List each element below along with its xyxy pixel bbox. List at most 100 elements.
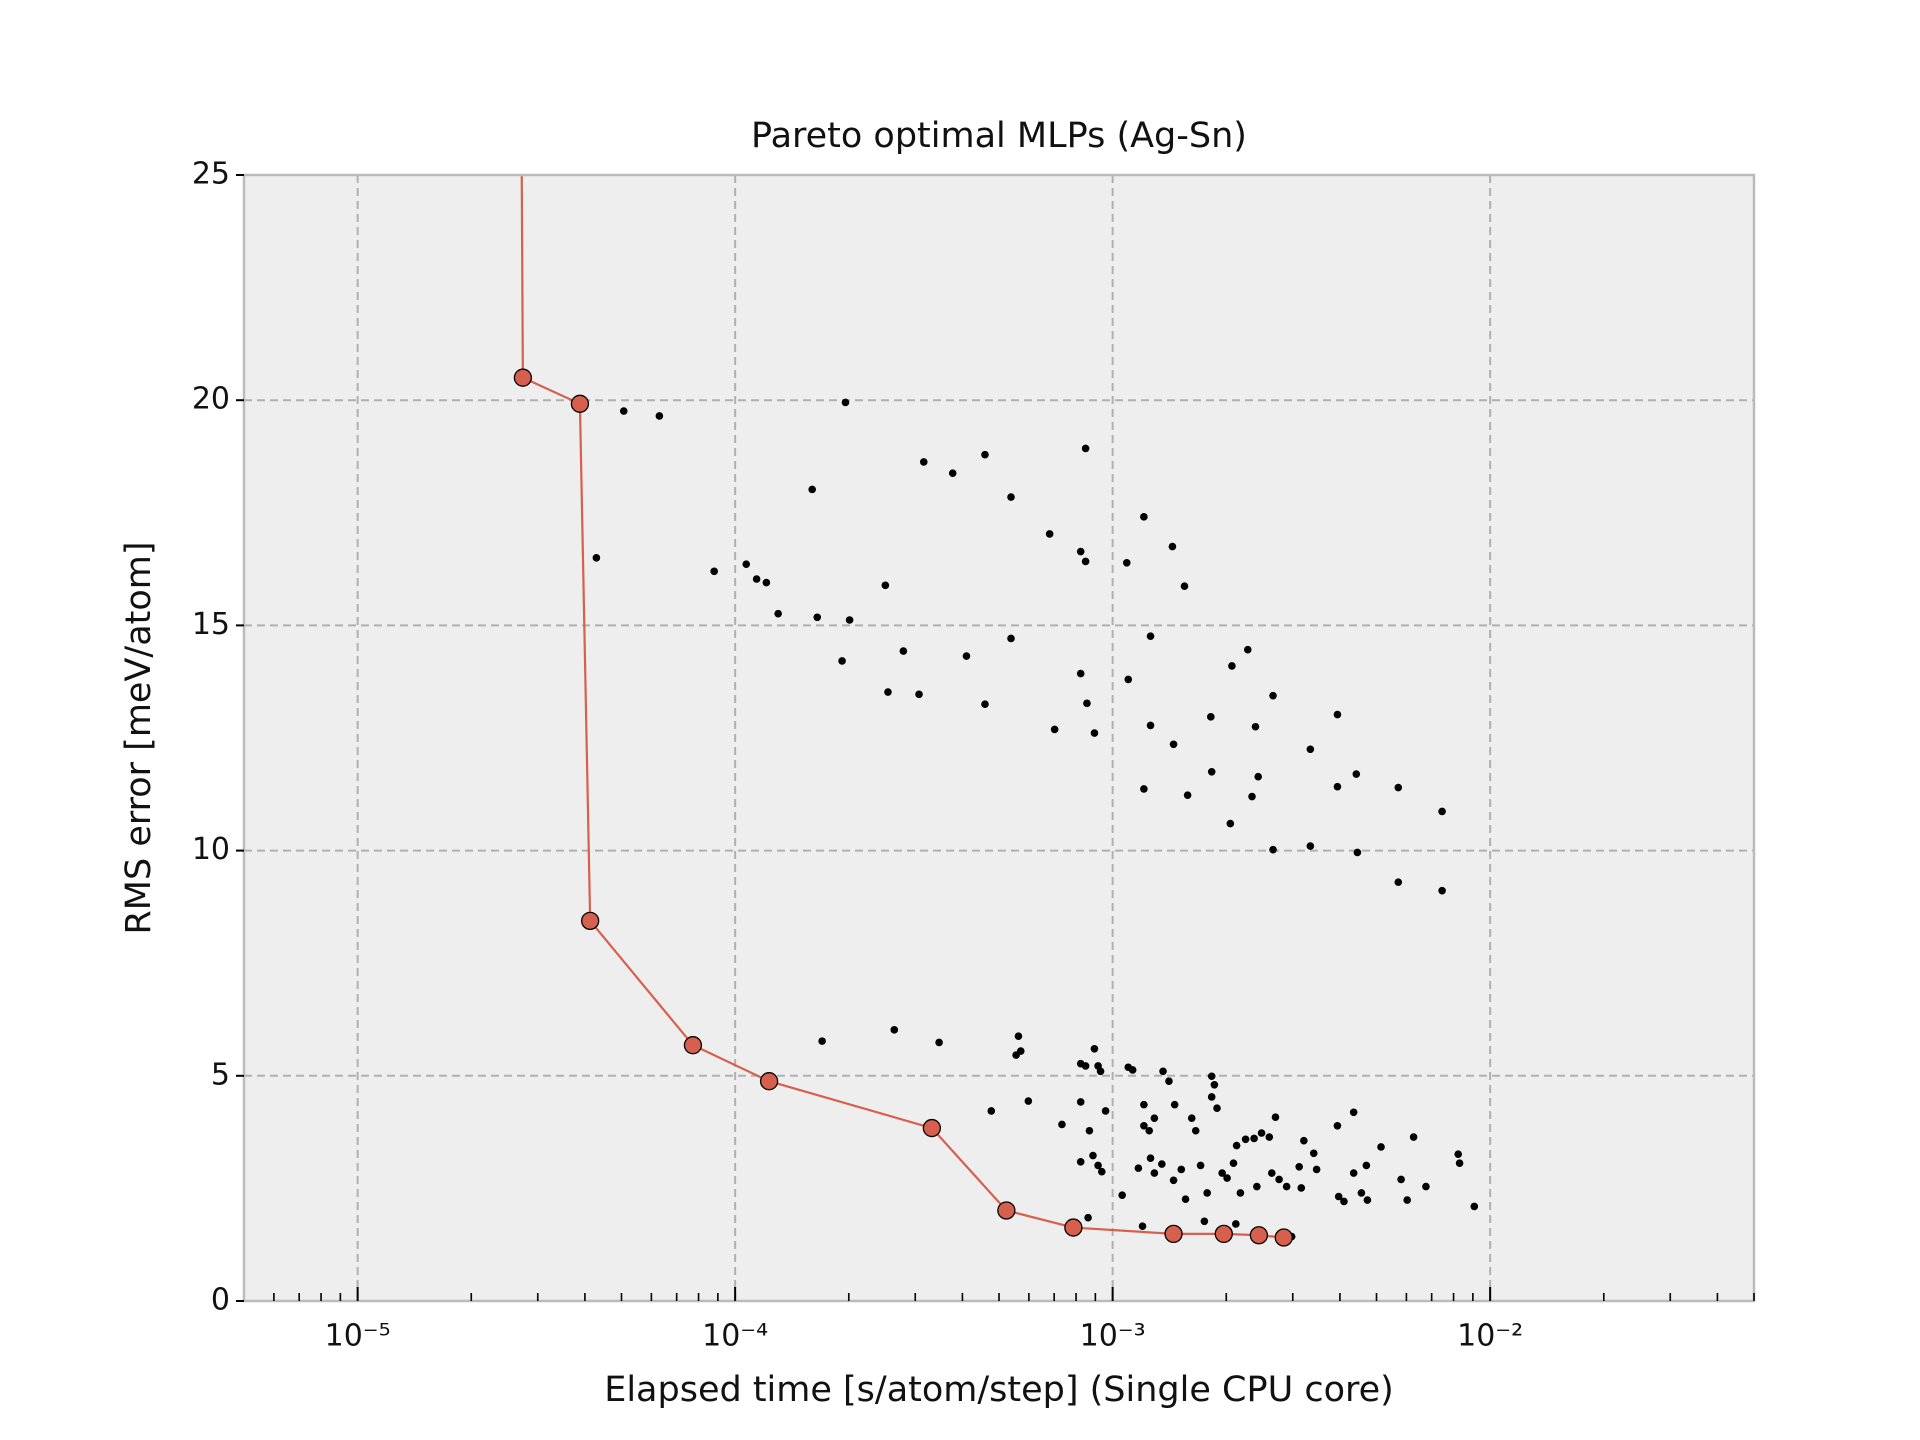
pareto-point bbox=[570, 394, 590, 413]
scatter-point bbox=[1180, 582, 1189, 591]
scatter-point bbox=[1306, 745, 1315, 754]
scatter-point bbox=[1076, 547, 1085, 556]
pareto-point bbox=[1214, 1224, 1233, 1244]
scatter-point bbox=[838, 657, 846, 665]
scatter-point bbox=[1243, 645, 1252, 654]
chart-title: Pareto optimal MLPs (Ag-Sn) bbox=[751, 116, 1247, 156]
scatter-point bbox=[841, 398, 850, 407]
scatter-point bbox=[813, 613, 822, 622]
scatter-point bbox=[1150, 1114, 1159, 1122]
scatter-point bbox=[1146, 721, 1155, 730]
scatter-point bbox=[1251, 722, 1260, 731]
scatter-point bbox=[592, 554, 601, 562]
scatter-point bbox=[1140, 513, 1148, 521]
y-tick-label: 10 bbox=[192, 832, 230, 867]
plot-area bbox=[244, 175, 1754, 1301]
scatter-point bbox=[1181, 1195, 1190, 1204]
scatter-point bbox=[919, 458, 928, 466]
scatter-point bbox=[1455, 1159, 1464, 1167]
scatter-point bbox=[948, 469, 957, 477]
pareto-point bbox=[1064, 1218, 1083, 1237]
scatter-point bbox=[899, 647, 908, 655]
pareto-point bbox=[1249, 1226, 1269, 1245]
scatter-point bbox=[1024, 1097, 1033, 1105]
scatter-point bbox=[1096, 1067, 1105, 1076]
scatter-point bbox=[1090, 729, 1099, 737]
scatter-point bbox=[1470, 1202, 1479, 1211]
scatter-point bbox=[1334, 1192, 1343, 1201]
scatter-point bbox=[1349, 1108, 1358, 1117]
scatter-point bbox=[1269, 845, 1277, 854]
scatter-point bbox=[1271, 1113, 1280, 1122]
scatter-point bbox=[1438, 886, 1446, 895]
scatter-point bbox=[1128, 1066, 1137, 1074]
scatter-point bbox=[1306, 842, 1315, 850]
scatter-point bbox=[1134, 1164, 1143, 1172]
scatter-point bbox=[1076, 669, 1085, 678]
scatter-point bbox=[1394, 878, 1403, 886]
scatter-point bbox=[1409, 1133, 1418, 1141]
scatter-point bbox=[1081, 557, 1090, 566]
scatter-point bbox=[1333, 782, 1342, 791]
y-axis-label: RMS error [meV/atom] bbox=[119, 541, 159, 934]
pareto-point bbox=[1164, 1224, 1183, 1244]
axes: 0 5 10 15 20 25 10⁻⁵ 10⁻⁴ 10⁻³ 10⁻² bbox=[192, 157, 1755, 1354]
x-tick-label: 10⁻⁵ bbox=[325, 1319, 391, 1354]
scatter-point bbox=[1300, 1136, 1308, 1145]
scatter-point bbox=[1169, 1176, 1178, 1185]
scatter-point bbox=[1362, 1161, 1371, 1170]
scatter-point bbox=[1159, 1067, 1167, 1076]
scatter-point bbox=[935, 1038, 943, 1047]
scatter-point bbox=[1228, 662, 1236, 670]
scatter-point bbox=[1297, 1184, 1306, 1192]
scatter-point bbox=[1232, 1141, 1241, 1150]
scatter-point bbox=[818, 1037, 826, 1045]
scatter-point bbox=[1210, 1081, 1219, 1089]
scatter-point bbox=[915, 690, 923, 699]
scatter-point bbox=[1145, 1126, 1154, 1135]
x-tick-label: 10⁻³ bbox=[1080, 1319, 1146, 1354]
scatter-point bbox=[1177, 1165, 1186, 1174]
scatter-point bbox=[1158, 1160, 1166, 1168]
y-tick-label: 20 bbox=[192, 382, 230, 417]
scatter-point bbox=[1138, 1222, 1147, 1231]
pareto-point bbox=[513, 368, 533, 387]
scatter-point bbox=[1223, 1174, 1231, 1182]
scatter-point bbox=[1207, 767, 1216, 776]
y-tick-label: 5 bbox=[211, 1057, 230, 1092]
x-axis-label: Elapsed time [s/atom/step] (Single CPU c… bbox=[604, 1370, 1394, 1410]
scatter-point bbox=[1090, 1044, 1099, 1053]
scatter-point bbox=[845, 616, 854, 624]
pareto-point bbox=[581, 911, 600, 931]
y-tick-label: 15 bbox=[192, 607, 230, 642]
scatter-point bbox=[1207, 713, 1215, 721]
y-tick-label: 0 bbox=[211, 1283, 230, 1318]
scatter-point bbox=[1269, 691, 1277, 700]
scatter-point bbox=[1213, 1104, 1221, 1113]
scatter-point bbox=[981, 450, 989, 459]
scatter-point bbox=[1097, 1167, 1106, 1176]
scatter-point bbox=[1191, 1126, 1200, 1135]
scatter-point bbox=[1014, 1032, 1023, 1040]
scatter-point bbox=[1422, 1182, 1430, 1191]
scatter-point bbox=[962, 652, 971, 660]
scatter-point bbox=[987, 1107, 996, 1115]
scatter-point bbox=[1403, 1196, 1412, 1204]
scatter-point bbox=[742, 560, 751, 568]
x-tick-label: 10⁻⁴ bbox=[702, 1319, 768, 1354]
scatter-point bbox=[1089, 1151, 1097, 1160]
scatter-point bbox=[1170, 1100, 1179, 1109]
scatter-point bbox=[655, 412, 664, 420]
scatter-point bbox=[1229, 1159, 1238, 1167]
scatter-point bbox=[1349, 1169, 1358, 1177]
scatter-point bbox=[1267, 1169, 1276, 1177]
scatter-point bbox=[1357, 1189, 1366, 1197]
scatter-point bbox=[1007, 634, 1015, 643]
scatter-point bbox=[881, 581, 890, 590]
scatter-point bbox=[1333, 710, 1342, 719]
scatter-point bbox=[1076, 1158, 1085, 1166]
scatter-point bbox=[1169, 740, 1178, 749]
scatter-point bbox=[1312, 1165, 1321, 1174]
